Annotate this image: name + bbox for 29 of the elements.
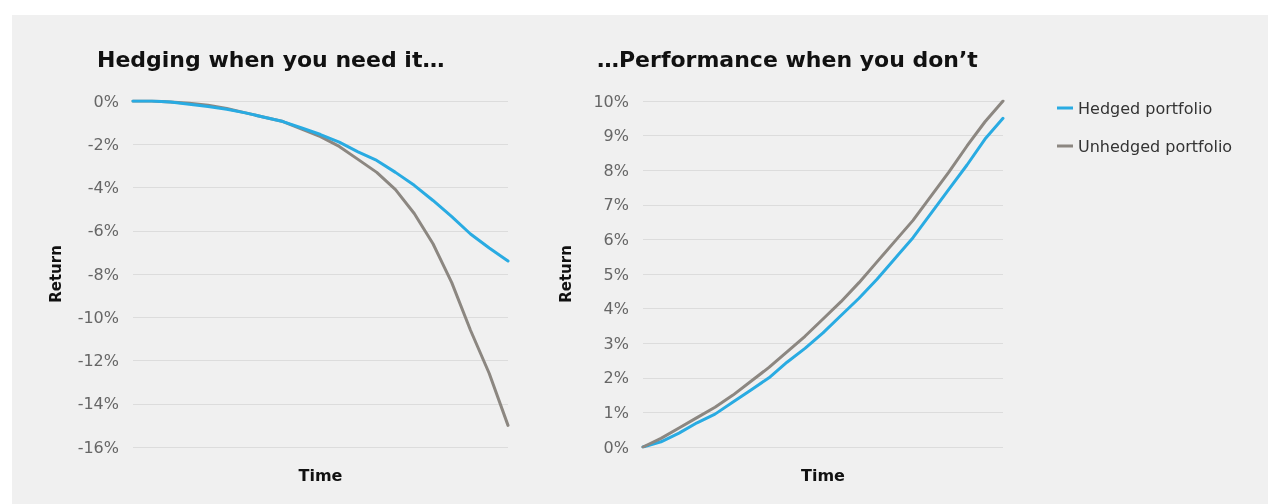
y-tick-label: -12% [77,351,119,370]
y-axis-title: Return [556,245,575,303]
legend-label: Hedged portfolio [1078,98,1213,118]
y-tick-label: 6% [603,229,629,249]
y-tick-label: 5% [603,264,629,284]
y-tick-label: -6% [87,221,119,241]
y-tick-label: 8% [603,160,629,180]
y-tick-label: 1% [603,402,629,422]
y-tick-label: -16% [77,437,119,457]
x-axis-title: Time [801,465,846,485]
y-tick-label: 3% [603,333,629,353]
y-tick-label: 10% [593,91,629,111]
y-tick-label: -14% [77,394,119,414]
chart-title: …Performance when you don’t [597,46,979,72]
y-tick-label: -10% [77,307,119,327]
y-tick-label: 2% [603,368,629,388]
y-tick-label: 9% [603,126,629,146]
y-tick-label: -4% [87,178,119,197]
chart-title: Hedging when you need it… [97,46,445,72]
line-series [131,99,510,263]
y-tick-label: 0% [603,437,629,457]
y-tick-label: -8% [87,264,119,284]
x-axis-title: Time [298,465,343,485]
legend-label: Unhedged portfolio [1078,136,1233,156]
y-tick-label: 4% [603,299,629,319]
y-tick-label: 0% [93,91,119,111]
y-tick-label: 7% [603,195,629,215]
y-tick-label: -2% [87,134,119,154]
y-axis-title: Return [46,245,65,303]
